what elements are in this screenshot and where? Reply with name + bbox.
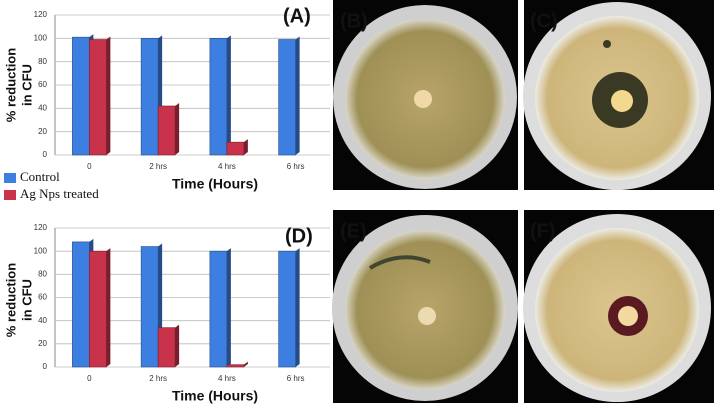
y-tick-label: 0 <box>43 150 48 159</box>
y-tick-label: 40 <box>38 103 47 112</box>
bar <box>278 250 296 368</box>
bar <box>226 364 245 368</box>
x-tick-label: 0 <box>87 374 92 383</box>
x-axis-title: Time (Hours) <box>172 176 258 192</box>
bar <box>209 38 228 156</box>
bar <box>278 39 296 156</box>
bar <box>157 327 176 368</box>
y-tick-label: 0 <box>43 362 48 371</box>
y-tick-label: 80 <box>38 57 47 66</box>
y-axis-title: in CFU <box>19 279 34 321</box>
panel-label: (C) <box>530 10 558 32</box>
panel-label: (E) <box>340 220 367 242</box>
y-tick-label: 80 <box>38 269 47 278</box>
photo-b: (B) <box>333 0 518 190</box>
x-axis-title: Time (Hours) <box>172 388 258 404</box>
bar-side <box>243 139 248 155</box>
bar <box>72 36 90 156</box>
chart-title: (A) <box>283 5 311 27</box>
bar <box>140 38 159 156</box>
bar-side <box>106 248 111 367</box>
y-axis-title: in CFU <box>19 64 34 106</box>
y-axis-title: % reduction <box>3 48 18 122</box>
x-tick-label: 6 hrs <box>287 162 305 171</box>
x-tick-label: 4 hrs <box>218 374 236 383</box>
y-tick-label: 20 <box>38 127 47 136</box>
y-axis-title: % reduction <box>3 263 18 337</box>
y-tick-label: 120 <box>34 223 48 232</box>
y-tick-label: 100 <box>34 246 48 255</box>
bar-side <box>175 103 180 155</box>
bar-side <box>106 36 111 155</box>
bar-side <box>295 36 300 155</box>
panel-label: (B) <box>340 10 368 32</box>
x-tick-label: 2 hrs <box>149 162 167 171</box>
y-tick-label: 60 <box>38 293 47 302</box>
photo-f: (F) <box>523 210 714 403</box>
legend-label: Ag Nps treated <box>20 186 99 201</box>
bar <box>89 39 107 156</box>
bar <box>209 250 228 368</box>
x-tick-label: 4 hrs <box>218 162 236 171</box>
legend-swatch <box>4 173 16 183</box>
x-tick-label: 0 <box>87 162 92 171</box>
bar <box>226 141 245 156</box>
bar-side <box>175 324 180 367</box>
bar <box>140 246 159 368</box>
x-tick-label: 6 hrs <box>287 374 305 383</box>
y-tick-label: 40 <box>38 316 47 325</box>
chart-title: (D) <box>285 225 313 247</box>
bar-side <box>226 248 231 367</box>
bar-side <box>243 361 248 367</box>
y-tick-label: 60 <box>38 80 47 89</box>
bar <box>157 105 176 156</box>
y-tick-label: 20 <box>38 339 47 348</box>
panel-label: (F) <box>530 220 556 242</box>
bar <box>89 250 107 368</box>
y-tick-label: 120 <box>34 10 48 19</box>
bar-side <box>226 35 231 156</box>
photo-e: (E) <box>332 210 518 403</box>
x-tick-label: 2 hrs <box>149 374 167 383</box>
photo-c: (C) <box>523 0 714 190</box>
legend-label: Control <box>20 169 60 184</box>
legend-swatch <box>4 190 16 200</box>
bar <box>72 241 90 368</box>
y-tick-label: 100 <box>34 33 48 42</box>
bar-side <box>295 248 300 367</box>
